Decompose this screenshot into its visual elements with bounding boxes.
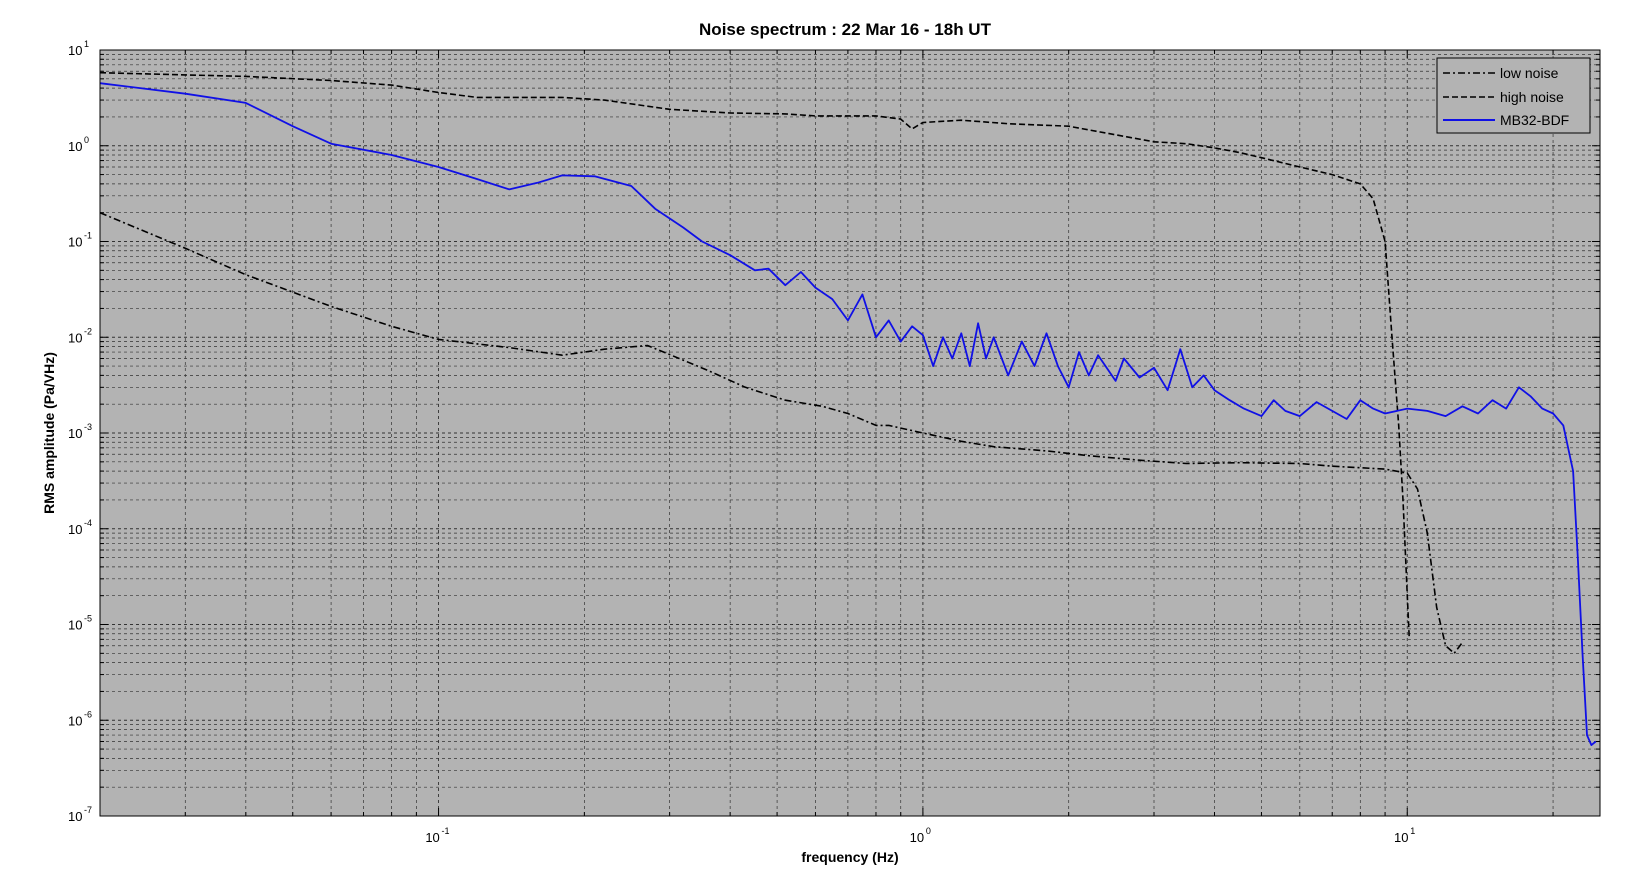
x-tick-label: 10 1 [1394, 826, 1415, 845]
y-tick-label: 10 1 [68, 39, 89, 58]
y-tick-label: 10 -3 [68, 422, 92, 441]
x-tick-exponent: 0 [926, 826, 931, 836]
series-line-high-noise [99, 71, 1411, 640]
y-tick-exponent: -6 [84, 709, 92, 719]
legend-label-high-noise: high noise [1500, 89, 1564, 105]
y-tick-base: 10 [68, 330, 82, 345]
y-tick-label: 10 -1 [68, 231, 92, 250]
y-tick-base: 10 [68, 43, 82, 58]
plot-frame [99, 49, 1601, 817]
y-tick-base: 10 [68, 713, 82, 728]
y-tick-exponent: -5 [84, 614, 92, 624]
x-tick-base: 10 [1394, 830, 1408, 845]
y-tick-label: 10 -2 [68, 326, 92, 345]
legend-label-mb32-bdf: MB32-BDF [1500, 112, 1569, 128]
legend: low noise high noise MB32-BDF [1436, 57, 1591, 134]
series-line-low-noise [99, 211, 1464, 655]
x-tick-base: 10 [910, 830, 924, 845]
y-tick-label: 10 -7 [68, 805, 92, 824]
y-tick-base: 10 [68, 618, 82, 633]
y-tick-exponent: -3 [84, 422, 92, 432]
x-axis-ticks: 10 -1 10 0 10 1 [425, 826, 1415, 845]
x-tick-exponent: 1 [1410, 826, 1415, 836]
x-tick-label: 10 0 [910, 826, 931, 845]
series-line-mb32-bdf [99, 82, 1597, 746]
y-tick-label: 10 -5 [68, 614, 92, 633]
y-tick-exponent: 1 [84, 39, 89, 49]
y-tick-exponent: -7 [84, 805, 92, 815]
y-tick-base: 10 [68, 522, 82, 537]
y-tick-exponent: 0 [84, 135, 89, 145]
y-tick-label: 10 -6 [68, 709, 92, 728]
y-tick-label: 10 -4 [68, 518, 92, 537]
chart-title: Noise spectrum : 22 Mar 16 - 18h UT [699, 20, 992, 39]
x-tick-label: 10 -1 [425, 826, 449, 845]
x-tick-base: 10 [425, 830, 439, 845]
x-axis-label: frequency (Hz) [801, 849, 898, 865]
x-tick-exponent: -1 [442, 826, 450, 836]
legend-label-low-noise: low noise [1500, 65, 1559, 81]
y-tick-base: 10 [68, 426, 82, 441]
y-tick-exponent: -2 [84, 326, 92, 336]
y-tick-exponent: -4 [84, 518, 92, 528]
grid-lines [99, 50, 1600, 817]
y-tick-label: 10 0 [68, 135, 89, 154]
y-tick-base: 10 [68, 809, 82, 824]
y-axis-label: RMS amplitude (Pa/VHz) [41, 352, 57, 514]
series-lines [99, 71, 1597, 746]
y-tick-base: 10 [68, 235, 82, 250]
y-tick-base: 10 [68, 139, 82, 154]
y-tick-exponent: -1 [84, 231, 92, 241]
